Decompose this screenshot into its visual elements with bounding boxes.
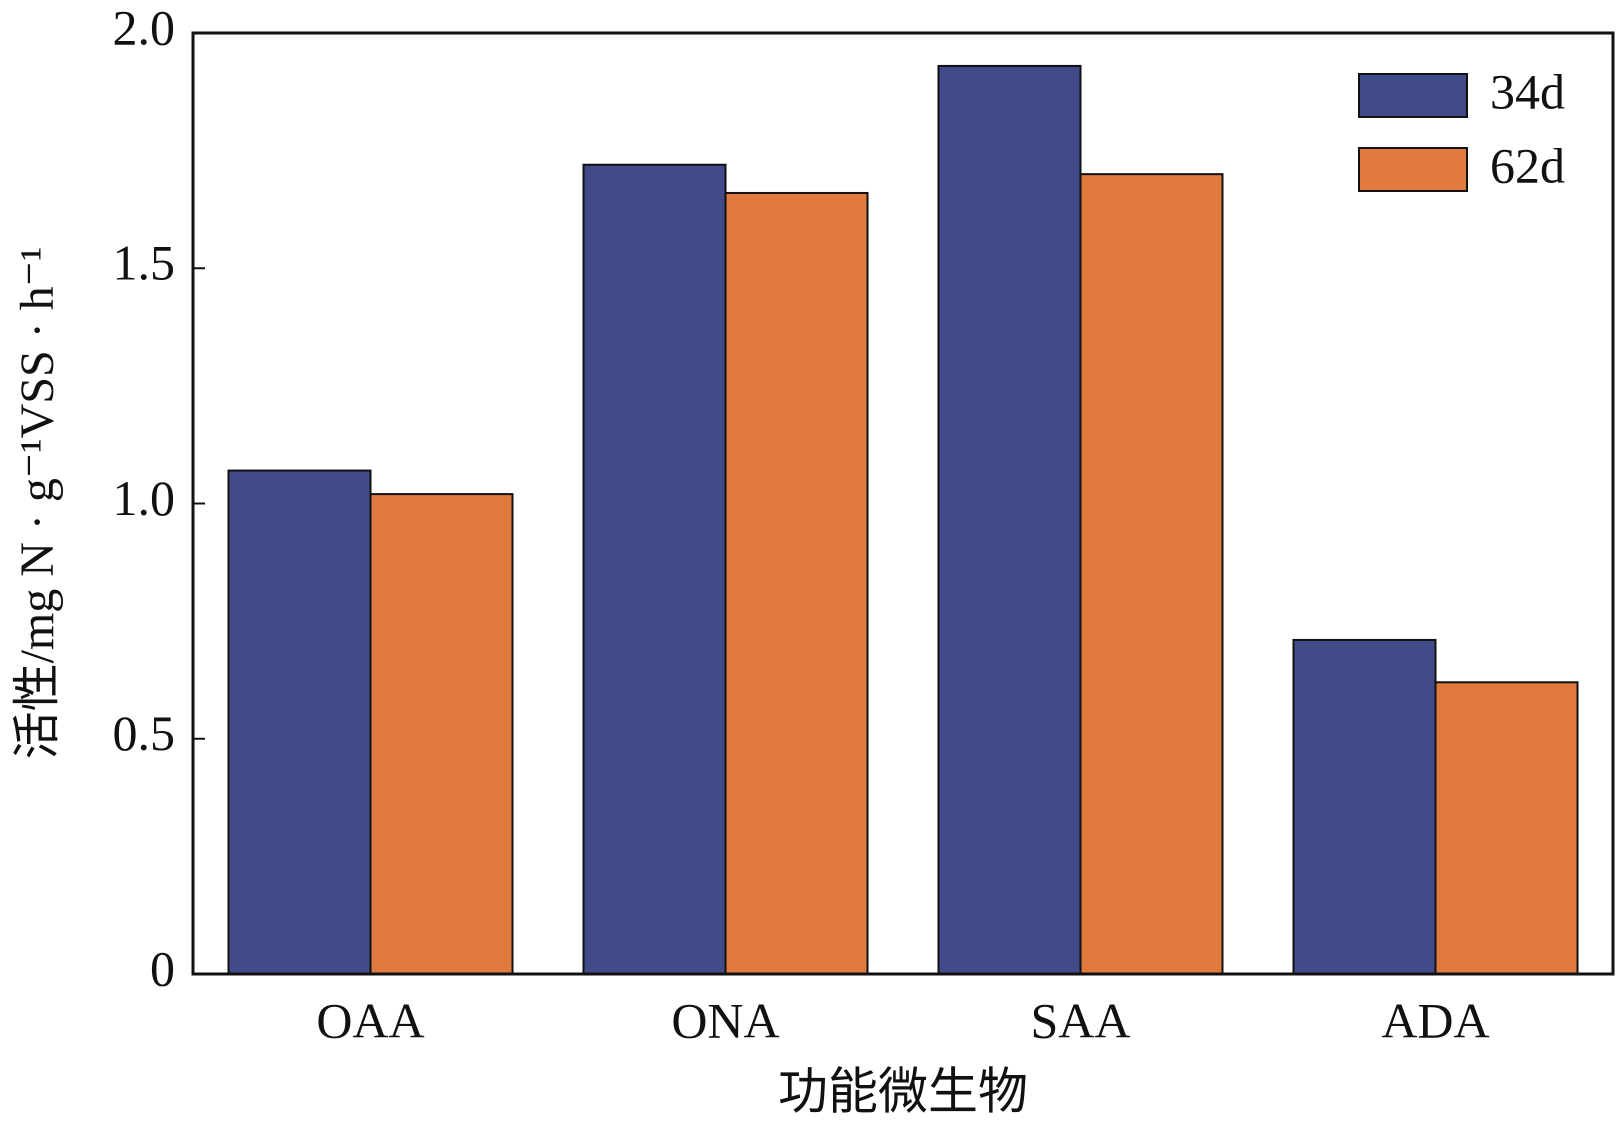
bar [582, 163, 727, 976]
x-tick-label: ONA [671, 992, 779, 1048]
bar [227, 469, 372, 975]
y-tick-label: 2.0 [113, 0, 176, 55]
x-tick-label: ADA [1381, 992, 1489, 1048]
plot-frame [191, 31, 1615, 976]
x-tick-label: SAA [1030, 992, 1130, 1048]
bar [1292, 638, 1437, 975]
bar [937, 64, 1082, 975]
y-tick-label: 0 [150, 940, 175, 996]
bar [1079, 173, 1224, 975]
x-tick-label: OAA [316, 992, 424, 1048]
y-axis-label: 活性/mg N · g⁻¹VSS · h⁻¹ [11, 247, 64, 760]
legend-swatch [1358, 147, 1468, 192]
legend-label: 34d [1490, 63, 1565, 119]
legend-label: 62d [1490, 137, 1565, 193]
bar [724, 191, 869, 976]
y-tick-label: 1.0 [113, 470, 176, 526]
bar [1434, 681, 1579, 975]
x-axis-label: 功能微生物 [778, 1063, 1028, 1119]
bar [369, 493, 514, 975]
y-tick-label: 0.5 [113, 705, 176, 761]
y-tick-label: 1.5 [113, 235, 176, 291]
legend-swatch [1358, 73, 1468, 118]
